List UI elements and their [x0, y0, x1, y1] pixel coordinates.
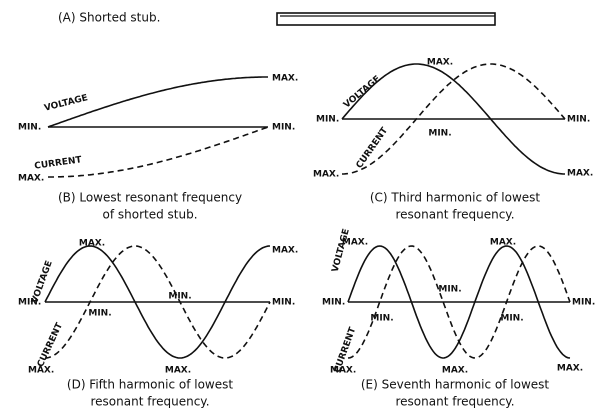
curve-label: MIN. — [500, 314, 523, 324]
curve-label: MAX. — [442, 366, 468, 376]
voltage-curve — [47, 76, 268, 128]
caption: (B) Lowest resonant frequency — [58, 191, 242, 205]
curve-label: MIN. — [168, 292, 191, 302]
curve-label: MAX. — [272, 246, 298, 256]
voltage-curve — [44, 245, 271, 359]
curve-label: MAX. — [313, 170, 339, 180]
current-curve — [347, 245, 571, 359]
curve-label: MAX. — [567, 169, 593, 179]
curve-label: MAX. — [18, 174, 44, 184]
curve-label: MAX. — [28, 366, 54, 376]
curve-label: MAX. — [342, 238, 368, 248]
caption: (E) Seventh harmonic of lowest — [361, 378, 550, 392]
curve-label: MIN. — [370, 314, 393, 324]
curve-label: MIN. — [88, 309, 111, 319]
caption: (C) Third harmonic of lowest — [370, 191, 541, 205]
curve-label: MIN. — [272, 298, 295, 308]
current-curve — [44, 245, 271, 359]
curve-label: CURRENT — [355, 125, 391, 170]
curve-label: VOLTAGE — [43, 93, 89, 114]
curve-label: MAX. — [330, 366, 356, 376]
curve-label: MAX. — [79, 239, 105, 249]
curve-label: MIN. — [272, 123, 295, 133]
curve-label: MAX. — [272, 74, 298, 84]
curve-label: MIN. — [18, 123, 41, 133]
curve-label: MIN. — [438, 285, 461, 295]
curve-label: CURRENT — [36, 321, 66, 369]
caption: resonant frequency. — [395, 395, 514, 409]
caption: (D) Fifth harmonic of lowest — [67, 378, 233, 392]
curve-label: CURRENT — [34, 155, 83, 172]
curve-label: MIN. — [316, 115, 339, 125]
curve-label: MIN. — [322, 298, 345, 308]
curve-label: MIN. — [567, 115, 590, 125]
voltage-curve — [341, 63, 565, 175]
curve-label: MAX. — [490, 238, 516, 248]
curve-label: MAX. — [427, 58, 453, 68]
caption: resonant frequency. — [90, 395, 209, 409]
curve-label: MAX. — [165, 366, 191, 376]
curve-label: MAX. — [557, 364, 583, 374]
curve-label: VOLTAGE — [342, 74, 383, 110]
stub — [276, 12, 496, 26]
curve-label: VOLTAGE — [331, 228, 352, 274]
caption: of shorted stub. — [102, 208, 197, 222]
curve-label: MIN. — [428, 129, 451, 139]
curve-label: MIN. — [18, 298, 41, 308]
caption: resonant frequency. — [395, 208, 514, 222]
caption-a: (A) Shorted stub. — [58, 11, 160, 25]
current-curve — [48, 126, 269, 178]
curve-label: MIN. — [572, 298, 595, 308]
current-curve — [342, 63, 566, 175]
